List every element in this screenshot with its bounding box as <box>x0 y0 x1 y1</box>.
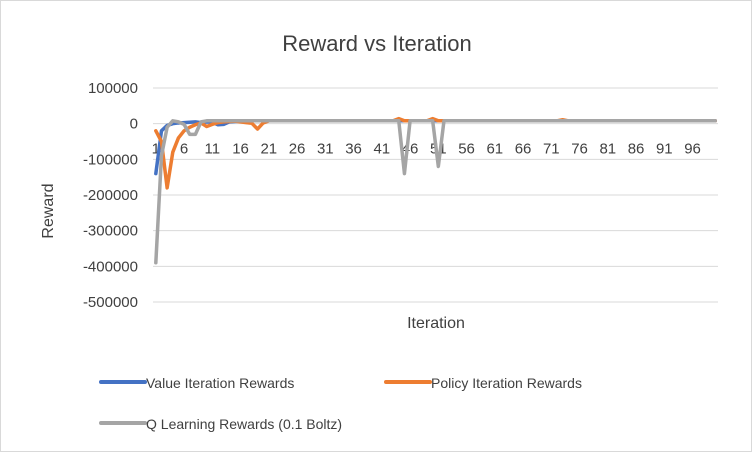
x-tick-label: 36 <box>345 141 362 158</box>
y-tick-label: -100000 <box>83 151 138 168</box>
x-tick-label: 16 <box>232 141 249 158</box>
y-tick-label: -400000 <box>83 258 138 275</box>
x-tick-label: 91 <box>656 141 673 158</box>
legend-label-3: Q Learning Rewards (0.1 Boltz) <box>146 416 342 432</box>
x-tick-label: 21 <box>260 141 277 158</box>
x-tick-label: 61 <box>486 141 503 158</box>
x-tick-label: 96 <box>684 141 701 158</box>
x-tick-label: 56 <box>458 141 475 158</box>
y-tick-label: -200000 <box>83 187 138 204</box>
x-axis-label: Iteration <box>407 315 465 332</box>
x-tick-label: 6 <box>180 141 188 158</box>
y-tick-labels: 100000 0 -100000 -200000 -300000 -400000 -5000… <box>83 80 138 311</box>
series-lines <box>154 116 717 265</box>
x-tick-label: 81 <box>599 141 616 158</box>
x-tick-label: 46 <box>402 141 419 158</box>
x-tick-label: 1 <box>152 141 160 158</box>
y-tick-label: -300000 <box>83 223 138 240</box>
x-tick-label: 41 <box>373 141 390 158</box>
x-tick-label: 31 <box>317 141 334 158</box>
legend: Value Iteration Rewards Policy Iteration … <box>99 375 582 432</box>
x-tick-label: 66 <box>515 141 532 158</box>
series-line-3 <box>154 119 717 265</box>
y-axis-label: Reward <box>40 183 57 238</box>
x-tick-label: 71 <box>543 141 560 158</box>
x-tick-label: 26 <box>289 141 306 158</box>
y-tick-label: 0 <box>130 116 138 133</box>
legend-label-1: Value Iteration Rewards <box>146 375 294 391</box>
chart-title: Reward vs Iteration <box>282 31 472 56</box>
legend-label-2: Policy Iteration Rewards <box>431 375 582 391</box>
x-tick-label: 86 <box>628 141 645 158</box>
x-tick-labels: 1 6 11 16 21 26 31 36 41 46 51 56 61 66 71 76 81 86 91 96 <box>152 141 701 158</box>
y-tick-label: 100000 <box>88 80 138 97</box>
x-tick-label: 76 <box>571 141 588 158</box>
x-tick-label: 11 <box>205 141 221 158</box>
y-tick-label: -500000 <box>83 294 138 311</box>
